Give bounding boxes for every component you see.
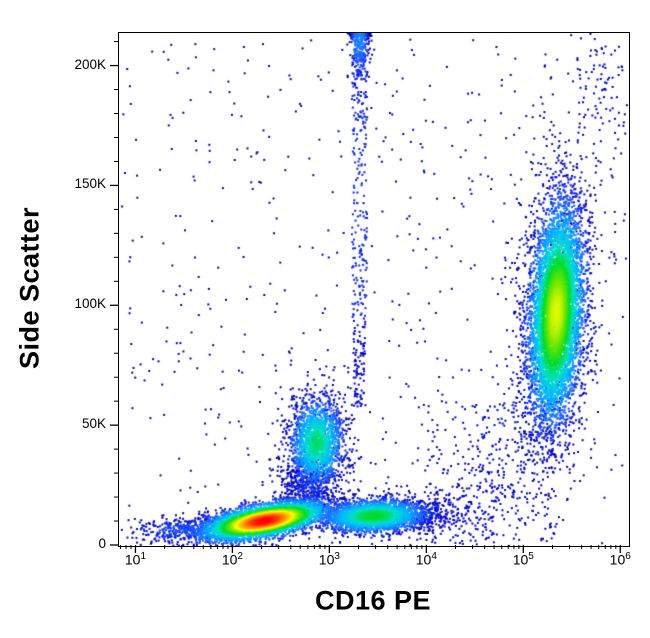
y-axis-label: Side Scatter: [14, 206, 45, 370]
scatter-canvas: [119, 33, 629, 546]
y-tick-label: 100K: [74, 296, 106, 312]
x-tick-label: 104: [415, 551, 437, 568]
x-tick-label: 101: [124, 551, 147, 568]
y-tick-label: 200K: [74, 56, 106, 72]
x-axis-label: CD16 PE: [314, 585, 432, 616]
y-tick-label: 0: [98, 536, 106, 551]
x-tick-label: 106: [609, 551, 631, 568]
y-tick-label: 150K: [74, 176, 106, 192]
y-tick-label: 50K: [81, 416, 106, 432]
x-tick-label: 102: [221, 551, 243, 568]
plot-area: [118, 32, 630, 547]
x-tick-label: 105: [512, 551, 534, 568]
x-tick-label: 103: [318, 551, 340, 568]
